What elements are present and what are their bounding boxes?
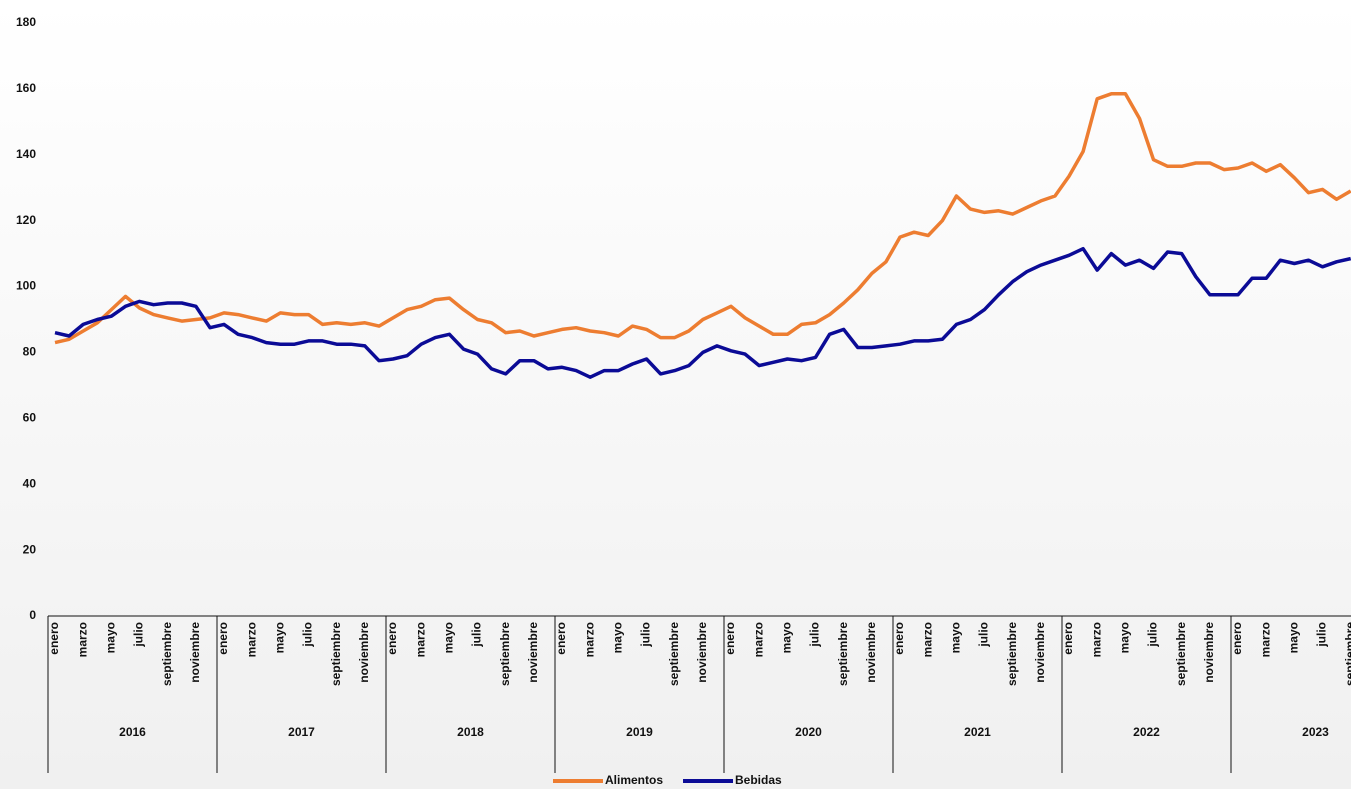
x-tick-label: noviembre xyxy=(1202,622,1216,683)
x-tick-label: noviembre xyxy=(526,622,540,683)
x-group-label: 2017 xyxy=(288,725,315,739)
x-tick-label: julio xyxy=(808,622,822,648)
x-tick-label: marzo xyxy=(920,622,934,657)
x-tick-label: julio xyxy=(1146,622,1160,648)
x-tick-label: noviembre xyxy=(188,622,202,683)
legend-label: Bebidas xyxy=(735,773,782,787)
x-tick-label: septiembre xyxy=(498,622,512,686)
x-tick-label: marzo xyxy=(244,622,258,657)
x-tick-label: marzo xyxy=(1089,622,1103,657)
x-tick-label: enero xyxy=(216,622,230,655)
x-tick-label: marzo xyxy=(751,622,765,657)
x-group-label: 2022 xyxy=(1133,725,1160,739)
x-group-label: 2018 xyxy=(457,725,484,739)
y-tick-label: 20 xyxy=(23,542,37,556)
x-group-label: 2019 xyxy=(626,725,653,739)
legend-label: Alimentos xyxy=(605,773,663,787)
x-tick-label: julio xyxy=(470,622,484,648)
y-tick-label: 160 xyxy=(16,81,36,95)
x-tick-label: enero xyxy=(47,622,61,655)
y-tick-label: 120 xyxy=(16,213,36,227)
x-tick-label: julio xyxy=(132,622,146,648)
x-group-label: 2016 xyxy=(119,725,146,739)
x-tick-label: marzo xyxy=(413,622,427,657)
x-tick-label: julio xyxy=(301,622,315,648)
x-tick-label: enero xyxy=(892,622,906,655)
x-tick-label: marzo xyxy=(75,622,89,657)
x-tick-label: mayo xyxy=(611,622,625,653)
x-tick-label: septiembre xyxy=(1174,622,1188,686)
x-tick-label: septiembre xyxy=(667,622,681,686)
x-tick-label: mayo xyxy=(780,622,794,653)
x-tick-label: mayo xyxy=(1118,622,1132,653)
x-tick-label: julio xyxy=(1315,622,1329,648)
x-tick-label: septiembre xyxy=(836,622,850,686)
x-tick-label: mayo xyxy=(442,622,456,653)
series-line xyxy=(54,92,1351,345)
y-tick-label: 100 xyxy=(16,279,36,293)
y-tick-label: 60 xyxy=(23,411,37,425)
y-tick-label: 40 xyxy=(23,476,37,490)
x-tick-label: noviembre xyxy=(695,622,709,683)
x-group-label: 2023 xyxy=(1302,725,1329,739)
x-tick-label: septiembre xyxy=(1005,622,1019,686)
x-tick-label: noviembre xyxy=(357,622,371,683)
series-line xyxy=(54,246,1351,379)
x-tick-label: noviembre xyxy=(1033,622,1047,683)
y-tick-label: 0 xyxy=(29,608,36,622)
x-tick-label: mayo xyxy=(104,622,118,653)
x-tick-label: marzo xyxy=(1258,622,1272,657)
x-tick-label: septiembre xyxy=(160,622,174,686)
x-tick-label: mayo xyxy=(273,622,287,653)
x-tick-label: mayo xyxy=(1287,622,1301,653)
x-tick-label: septiembre xyxy=(1343,622,1351,686)
x-tick-label: enero xyxy=(1061,622,1075,655)
x-tick-label: marzo xyxy=(582,622,596,657)
y-tick-label: 140 xyxy=(16,147,36,161)
x-tick-label: julio xyxy=(977,622,991,648)
y-tick-label: 80 xyxy=(23,345,37,359)
x-tick-label: enero xyxy=(554,622,568,655)
x-tick-label: enero xyxy=(1230,622,1244,655)
x-tick-label: noviembre xyxy=(864,622,878,683)
x-tick-label: enero xyxy=(723,622,737,655)
x-tick-label: enero xyxy=(385,622,399,655)
x-tick-label: mayo xyxy=(949,622,963,653)
x-tick-label: julio xyxy=(639,622,653,648)
x-group-label: 2020 xyxy=(795,725,822,739)
y-tick-label: 180 xyxy=(16,15,36,29)
x-tick-label: septiembre xyxy=(329,622,343,686)
x-group-label: 2021 xyxy=(964,725,991,739)
